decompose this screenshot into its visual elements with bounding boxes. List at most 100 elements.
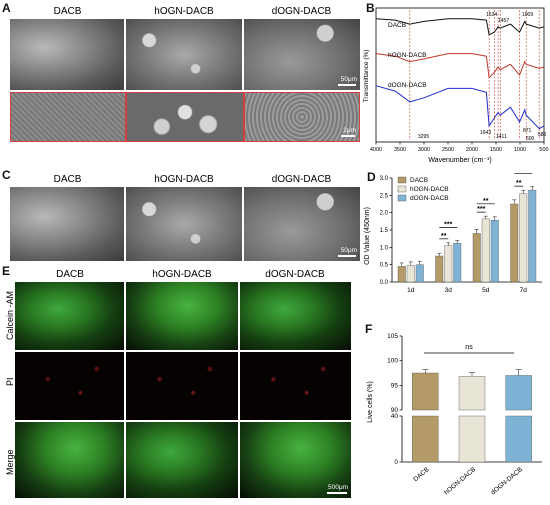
od-sig-label: ** [441,233,447,240]
scale-bar-label: 500μm [327,484,348,491]
merge-image-hogn [126,422,238,498]
ftir-chart: 4000 3500 3000 2500 2000 1500 1000 500 Transmit… [363,7,549,164]
scale-bar [327,492,347,494]
f-x-tick-label: dOGN-DACB [490,466,524,496]
panel-c-title-2: hOGN-DACB [154,174,214,185]
ftir-series-line-2 [375,85,545,130]
od-x-tick-label: 7d [520,287,528,294]
ns-label: ns [465,344,473,351]
row-label-calcein: Calcein -AM [5,290,15,340]
ftir-axes-frame [375,7,545,143]
pi-image-dacb [15,352,124,420]
od-bar [528,189,537,283]
ftir-curve-label-dacb: DACB [388,22,406,29]
od-x-tick-label: 5d [482,287,490,294]
ftir-x-tick-label: 500 [539,147,548,153]
live-ylabel: Live cells (%) [367,381,374,423]
sem-image-dacb-high [10,92,126,142]
scale-bar [338,84,356,86]
ftir-peak-600: 600 [526,136,535,142]
sem-image-hogn-high [126,92,244,142]
calcein-image-hogn [126,282,238,350]
ftir-x-tick-label: 2500 [442,147,454,153]
ftir-curve-label-dogn: dOGN-DACB [388,82,427,89]
od-bar-chart: OD Value (450nm) 0.0 0.5 1.0 1.5 2.0 2.5 3.0 1d… [364,170,542,294]
ftir-xlabel: Wavenumber (cm⁻¹) [428,157,491,164]
ftir-peak-586: 586 [538,132,547,138]
scale-bar-label: 2μm [343,127,356,134]
panel-label-c: C [2,168,11,182]
sem-image-hogn-low [126,19,242,90]
panel-label-e: E [2,264,11,278]
sem-cells-dogn: 50μm [244,187,360,261]
row-label-pi: PI [5,377,15,386]
ftir-x-tick-label: 2000 [466,147,478,153]
ftir-peak-871: 871 [523,128,532,134]
panel-label-b: B [366,1,375,15]
od-legend-label: DACB [410,177,428,184]
sem-image-dogn-low: 50μm [244,19,360,90]
panel-e-title-1: DACB [56,269,84,280]
f-bar-lower [505,415,532,463]
od-legend-label: hOGN-DACB [410,186,449,193]
od-bar [519,193,528,283]
panel-a-title-3: dOGN-DACB [271,6,332,17]
sem-cells-hogn [126,187,242,261]
od-y-tick-label: 3.0 [380,176,389,182]
od-x-tick-label: 3d [445,287,453,294]
od-y-tick-label: 1.5 [380,228,389,234]
f-y-tick-label: 0 [394,459,398,466]
f-bar-upper [458,376,486,411]
ftir-peak-1534: 1534 [486,12,497,18]
sem-image-dogn-high: 2μm [244,92,360,142]
ftir-x-tick-label: 3500 [394,147,406,153]
panel-c-title-1: DACB [53,174,82,185]
od-y-tick-label: 0.5 [380,263,389,269]
scale-bar [341,135,355,137]
od-legend-swatch [397,194,407,202]
ftir-series-line-0 [375,18,545,36]
od-x-tick-label: 1d [407,287,415,294]
merge-image-dacb [15,422,124,498]
od-bar [397,266,406,283]
ftir-peak-1643: 1643 [480,130,491,136]
f-x-tick-label: DACB [412,466,430,483]
od-bar [453,242,462,283]
f-bar-upper [412,372,439,411]
f-bar-lower [458,415,486,463]
od-y-tick-label: 0.0 [380,280,389,286]
ftir-x-tick-label: 1000 [514,147,526,153]
ftir-peak-1009: 1009 [522,12,533,18]
calcein-image-dogn [240,282,351,350]
ftir-x-tick-label: 1500 [490,147,502,153]
panel-label-a: A [2,1,11,15]
scale-bar [338,255,356,257]
sem-image-dacb-low [10,19,124,90]
panel-label-d: D [367,170,376,184]
ftir-peak-1411: 1411 [496,134,507,140]
f-bar-lower [412,415,439,463]
od-y-tick-label: 1.0 [380,245,389,251]
panel-c-title-3: dOGN-DACB [271,174,332,185]
calcein-image-dacb [15,282,124,350]
panel-a-title-2: hOGN-DACB [154,6,214,17]
od-y-tick-label: 2.5 [380,193,389,199]
od-bar [435,255,444,283]
pi-image-dogn [240,352,351,420]
od-ylabel: OD Value (450nm) [364,207,371,265]
f-y-tick-label: 90 [391,407,399,414]
od-bar [510,203,519,283]
od-legend-label: dOGN-DACB [410,195,449,202]
merge-image-dogn: 500μm [240,422,351,498]
od-y-tick-label: 2.0 [380,211,389,217]
od-legend-swatch [397,176,407,184]
ftir-series-line-1 [375,53,545,79]
sem-cells-dacb [10,187,124,261]
panel-label-f: F [365,322,373,336]
row-label-merge: Merge [5,449,15,475]
ftir-curve-label-hogn: hOGN-DACB [388,52,427,59]
f-y-tick-label: 100 [387,358,398,365]
od-bar [472,233,481,283]
ftir-ylabel: Transmittance (%) [363,50,370,103]
live-cells-chart: Live cells (%) 90 95 100 105 0 40 DACB hOGN-DAC… [367,333,542,496]
